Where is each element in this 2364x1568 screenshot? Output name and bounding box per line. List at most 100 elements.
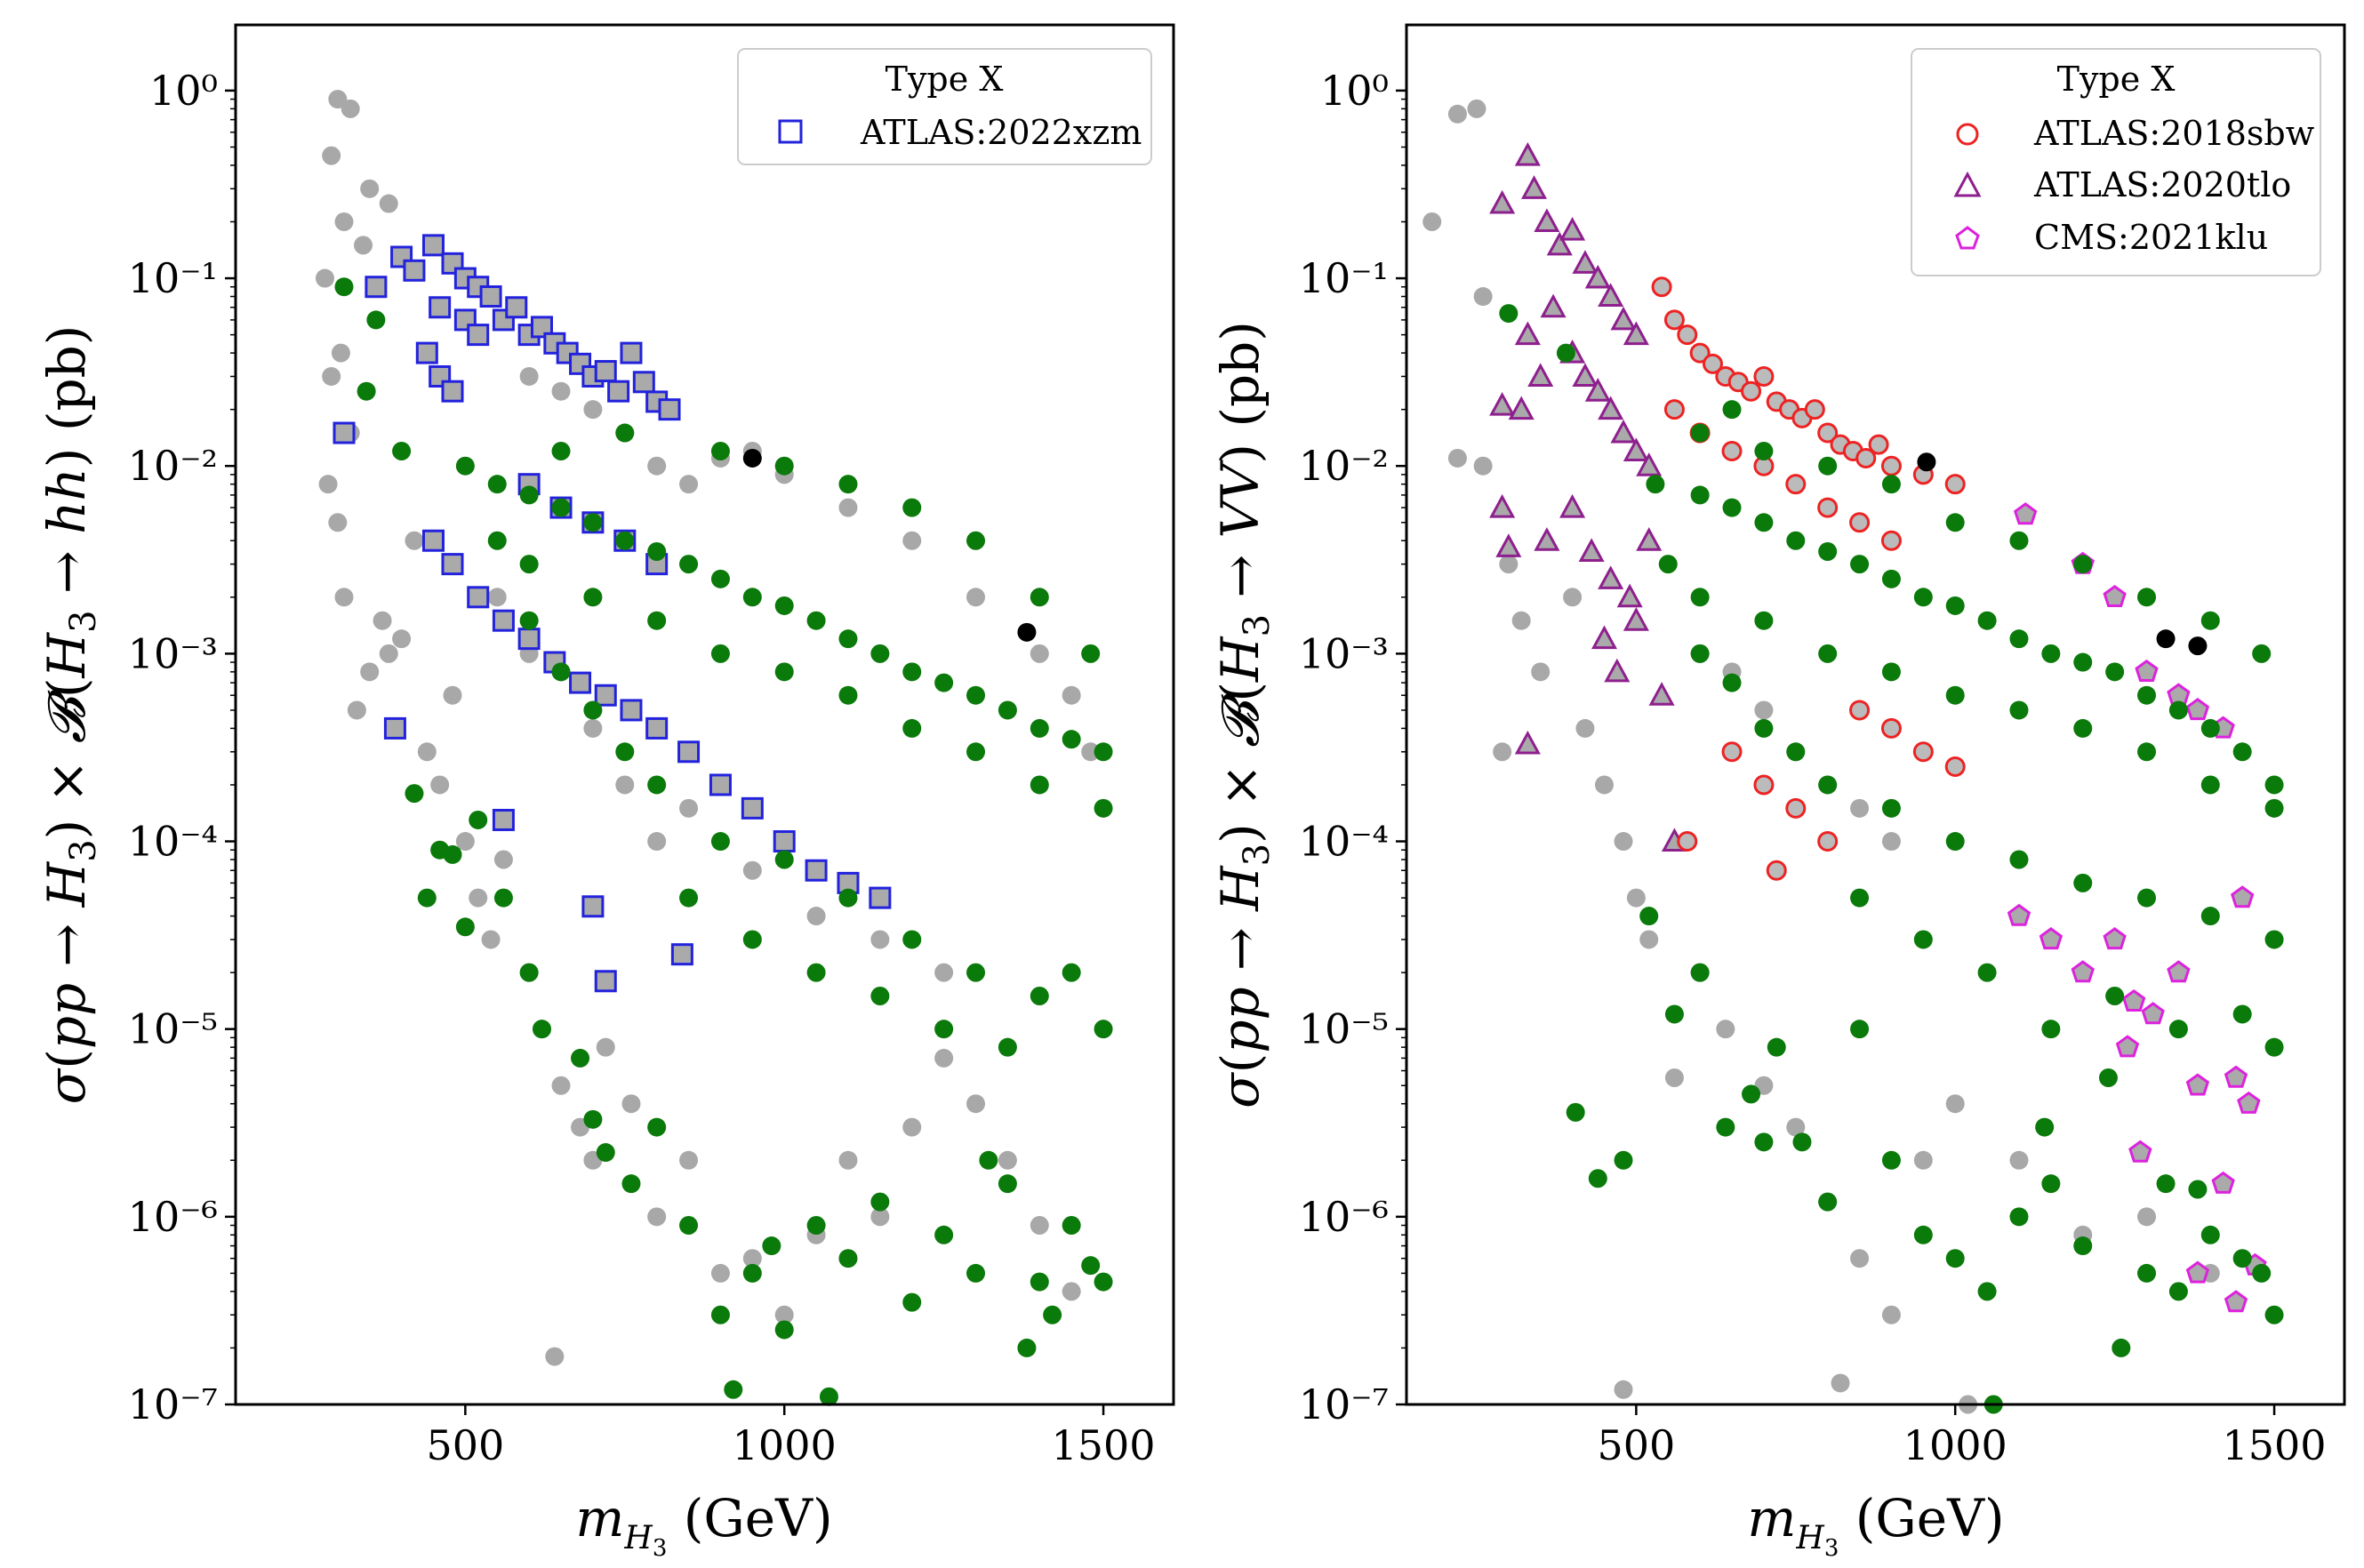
data-point-s2-30 bbox=[1721, 741, 1743, 763]
data-point-s4-33 bbox=[2035, 1117, 2055, 1137]
data-point-s0-2 bbox=[322, 146, 341, 165]
data-point-s2-37 bbox=[979, 1150, 998, 1170]
y-axis-left: 10⁰ 10⁻¹ 10⁻² 10⁻³ 10⁻⁴ 10⁻⁵ 10⁻⁶ 10⁻⁷ bbox=[128, 67, 236, 1428]
data-point-s3-16 bbox=[2185, 1260, 2210, 1284]
data-point-s2-34 bbox=[1081, 1256, 1101, 1276]
data-point-s2-7 bbox=[443, 844, 462, 864]
data-point-s2-50 bbox=[806, 611, 826, 630]
y-tick-label: 10⁻⁴ bbox=[1299, 818, 1389, 866]
data-point-s0-46 bbox=[1030, 1216, 1049, 1236]
legend-marker-triangle bbox=[1953, 171, 1982, 197]
data-point-s2-44 bbox=[615, 531, 635, 550]
data-point-s3-14 bbox=[2237, 1091, 2261, 1114]
data-point-s4-93 bbox=[1722, 673, 1742, 692]
data-point-s2-7 bbox=[1741, 380, 1762, 402]
data-point-s1-8 bbox=[1598, 283, 1624, 308]
data-point-s0-71 bbox=[742, 860, 762, 880]
data-point-s0-55 bbox=[1030, 644, 1049, 663]
y-tick-label: 10⁰ bbox=[149, 67, 218, 115]
data-point-s0-5 bbox=[379, 194, 398, 213]
data-point-s2-45 bbox=[647, 541, 667, 561]
data-point-s2-27 bbox=[1849, 512, 1871, 533]
data-point-s0-32 bbox=[596, 1037, 615, 1057]
data-point-s2-9 bbox=[469, 810, 488, 829]
data-point-s2-33 bbox=[1817, 831, 1839, 852]
data-point-s4-47 bbox=[2073, 652, 2093, 672]
data-point-s2-35 bbox=[1880, 717, 1902, 739]
data-point-s0-16 bbox=[1664, 1068, 1684, 1088]
y-tick-label: 10⁻⁵ bbox=[128, 1005, 218, 1053]
data-point-s2-48 bbox=[742, 588, 762, 607]
data-point-s1-27 bbox=[1578, 538, 1605, 562]
data-point-s2-54 bbox=[934, 673, 954, 692]
data-point-s0-58 bbox=[583, 400, 603, 420]
data-point-s3-5 bbox=[2185, 698, 2210, 721]
data-point-s2-17 bbox=[647, 1117, 667, 1137]
data-point-s1-0 bbox=[333, 421, 356, 444]
data-point-s0-4 bbox=[334, 212, 354, 231]
data-point-s4-61 bbox=[2137, 742, 2157, 762]
data-point-s1-19 bbox=[607, 380, 630, 403]
data-point-s0-47 bbox=[1062, 1282, 1081, 1301]
data-point-s1-46 bbox=[741, 796, 764, 820]
data-point-s2-29 bbox=[1766, 860, 1787, 881]
data-point-s2-2 bbox=[1677, 324, 1698, 346]
data-point-s3-1 bbox=[742, 448, 762, 468]
data-point-s3-0 bbox=[2013, 502, 2038, 525]
data-point-s2-8 bbox=[1753, 365, 1775, 387]
data-point-s3-11 bbox=[2128, 1140, 2152, 1163]
data-point-s0-23 bbox=[455, 832, 475, 852]
data-point-s2-85 bbox=[710, 441, 730, 460]
data-point-s4-91 bbox=[1658, 555, 1678, 574]
data-point-s1-19 bbox=[1598, 396, 1624, 420]
y-tick-label: 10⁻¹ bbox=[128, 254, 218, 302]
data-point-s4-5 bbox=[1639, 907, 1659, 926]
data-point-s2-10 bbox=[493, 888, 513, 908]
data-point-s0-70 bbox=[679, 798, 699, 818]
data-point-s1-21 bbox=[1623, 437, 1649, 461]
data-point-s0-60 bbox=[647, 456, 667, 476]
data-point-s2-21 bbox=[742, 1263, 762, 1283]
data-point-s0-73 bbox=[870, 930, 890, 949]
data-point-s0-7 bbox=[315, 268, 334, 288]
legend-marker-pentagon bbox=[1955, 226, 1980, 250]
data-point-s2-12 bbox=[1804, 399, 1825, 420]
data-point-s2-73 bbox=[838, 888, 858, 908]
data-point-s1-28 bbox=[1598, 565, 1624, 589]
data-point-s1-17 bbox=[1572, 363, 1599, 387]
y-tick-label: 10⁻⁷ bbox=[128, 1380, 218, 1428]
data-point-s2-51 bbox=[838, 629, 858, 649]
data-point-s2-74 bbox=[902, 930, 922, 949]
data-point-s4-82 bbox=[1881, 475, 1901, 494]
data-point-s0-17 bbox=[379, 644, 398, 663]
data-point-s1-22 bbox=[1636, 452, 1663, 476]
data-point-s0-16 bbox=[373, 611, 392, 630]
data-point-s4-37 bbox=[1754, 513, 1774, 532]
data-point-s2-52 bbox=[870, 644, 890, 663]
data-point-s2-76 bbox=[1030, 987, 1049, 1006]
data-point-s2-24 bbox=[806, 1216, 826, 1236]
data-point-s0-48 bbox=[545, 1347, 565, 1366]
y-tick-label: 10⁻⁵ bbox=[1299, 1005, 1389, 1053]
data-point-s2-13 bbox=[571, 1048, 590, 1068]
data-point-s4-85 bbox=[2073, 555, 2093, 574]
data-point-s0-12 bbox=[1594, 775, 1614, 795]
data-point-s1-47 bbox=[773, 830, 796, 853]
data-point-s1-45 bbox=[709, 773, 732, 796]
x-axis-label-right: mH3 (GeV) bbox=[1747, 1488, 2004, 1562]
data-point-s2-37 bbox=[1944, 756, 1966, 778]
data-point-s2-36 bbox=[1017, 1338, 1037, 1357]
data-point-s2-20 bbox=[1944, 474, 1966, 495]
y-tick-label: 10⁻² bbox=[128, 442, 218, 490]
data-point-s4-78 bbox=[2232, 1004, 2252, 1024]
data-point-s4-88 bbox=[2252, 644, 2272, 663]
data-point-s4-73 bbox=[1913, 930, 1933, 949]
data-point-s4-59 bbox=[2009, 700, 2029, 720]
data-point-s2-62 bbox=[647, 611, 667, 630]
data-point-s4-66 bbox=[1945, 832, 1965, 852]
data-point-s2-38 bbox=[1677, 831, 1698, 852]
data-point-s4-42 bbox=[1913, 588, 1933, 607]
data-point-s0-34 bbox=[647, 1207, 667, 1227]
data-point-s4-7 bbox=[1690, 963, 1710, 982]
data-point-s1-13 bbox=[1514, 321, 1541, 346]
